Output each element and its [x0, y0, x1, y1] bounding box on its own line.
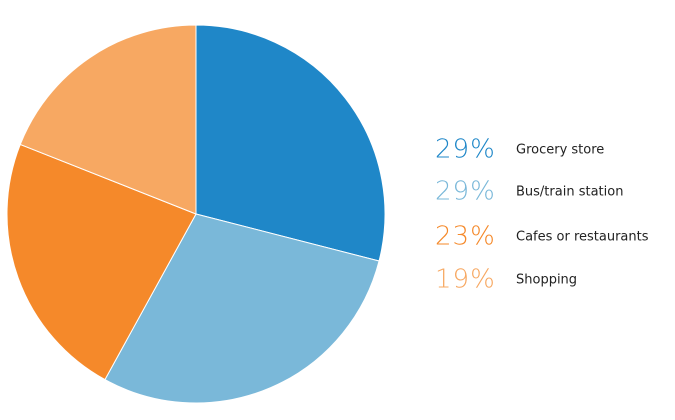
pie-slice — [6, 143, 197, 381]
legend-label: Cafes or restaurants — [516, 230, 649, 245]
pie-slice — [195, 24, 386, 262]
legend-label: Bus/train station — [516, 185, 623, 200]
legend-value: 29% — [435, 177, 496, 207]
legend-label: Grocery store — [516, 143, 604, 158]
legend-value: 29% — [435, 135, 496, 165]
legend-value: 23% — [435, 222, 496, 252]
pie-slice — [19, 24, 197, 215]
legend-value: 19% — [435, 265, 496, 295]
pie-slice — [104, 213, 380, 404]
legend-label: Shopping — [516, 273, 577, 288]
